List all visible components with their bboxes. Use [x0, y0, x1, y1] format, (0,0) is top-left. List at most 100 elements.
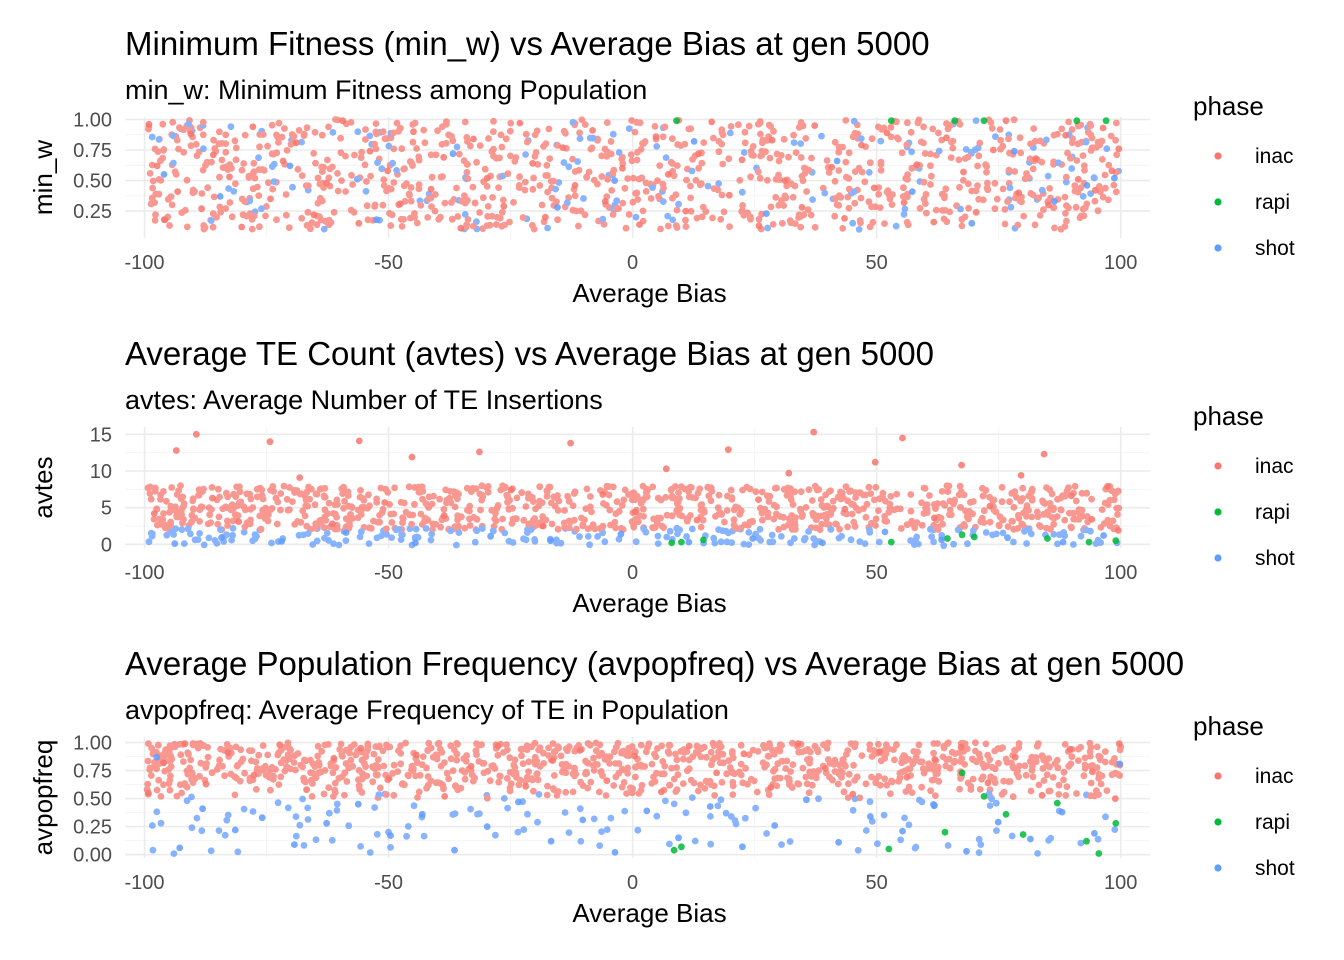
scatter-point — [1115, 145, 1123, 153]
scatter-point-bg — [940, 744, 948, 752]
scatter-point-bg — [349, 762, 357, 770]
scatter-point-bg — [609, 211, 617, 218]
scatter-point-bg — [970, 527, 977, 534]
scatter-point-bg — [893, 490, 901, 498]
scatter-point-bg — [659, 758, 667, 765]
scatter-point-bg — [213, 765, 221, 773]
scatter-point — [408, 453, 416, 461]
scatter-point-bg — [875, 740, 882, 748]
scatter-point-bg — [680, 749, 688, 756]
scatter-point — [883, 129, 891, 137]
scatter-point-bg — [649, 483, 657, 491]
scatter-point-bg — [767, 203, 775, 211]
scatter-point-bg — [189, 741, 197, 749]
scatter-point-bg — [918, 521, 926, 529]
scatter-point-bg — [659, 133, 667, 141]
scatter-point — [1088, 516, 1096, 523]
scatter-point — [218, 534, 226, 542]
scatter-point-bg — [1090, 174, 1098, 182]
scatter-point — [678, 843, 685, 851]
y-tick-label: 1.00 — [73, 109, 112, 131]
scatter-point-bg — [1014, 525, 1022, 532]
scatter-point-bg — [1046, 500, 1054, 507]
scatter-point-bg — [770, 515, 778, 523]
scatter-point-bg — [546, 155, 554, 163]
scatter-point-bg — [375, 791, 383, 798]
scatter-point-bg — [295, 126, 303, 134]
scatter-point-bg — [347, 511, 354, 518]
x-tick-label: -100 — [125, 872, 165, 894]
scatter-point-bg — [935, 777, 943, 785]
series-inac — [150, 428, 1122, 534]
legend-key-rapi — [1214, 818, 1222, 826]
scatter-point-bg — [853, 773, 861, 781]
scatter-point-bg — [415, 181, 423, 189]
scatter-point-bg — [758, 147, 766, 155]
scatter-point-bg — [280, 756, 288, 763]
scatter-point-bg — [658, 742, 666, 750]
scatter-point-bg — [387, 844, 394, 851]
scatter-point-bg — [545, 752, 553, 759]
scatter-point — [1100, 532, 1107, 539]
scatter-point-bg — [1096, 756, 1104, 763]
chart-subtitle: min_w: Minimum Fitness among Population — [125, 75, 647, 105]
scatter-point-bg — [193, 814, 201, 822]
scatter-point — [216, 193, 224, 200]
scatter-point-bg — [155, 190, 163, 198]
scatter-point-bg — [1043, 136, 1050, 144]
scatter-point-bg — [752, 488, 760, 496]
scatter-point-bg — [562, 130, 569, 137]
scatter-point — [323, 819, 330, 827]
legend-key-inac — [1214, 152, 1222, 160]
scatter-point-bg — [736, 768, 743, 776]
scatter-point-bg — [679, 755, 687, 763]
scatter-point-bg — [639, 207, 647, 215]
scatter-point-bg — [768, 531, 776, 539]
scatter-point-bg — [473, 527, 481, 535]
scatter-point — [1062, 131, 1069, 139]
scatter-point-bg — [808, 497, 816, 504]
scatter-point-bg — [358, 789, 366, 796]
scatter-point-bg — [975, 152, 983, 160]
scatter-point-bg — [970, 498, 977, 505]
scatter-point-bg — [494, 751, 502, 759]
scatter-point-bg — [218, 156, 226, 164]
scatter-point-bg — [544, 224, 551, 232]
scatter-point-bg — [565, 497, 573, 505]
scatter-point-bg — [507, 119, 515, 127]
chart-subtitle: avtes: Average Number of TE Insertions — [125, 385, 603, 415]
scatter-point-bg — [804, 756, 811, 763]
scatter-point-bg — [293, 487, 301, 494]
scatter-point-bg — [506, 784, 514, 792]
scatter-point-bg — [168, 484, 176, 491]
scatter-point-bg — [372, 120, 380, 127]
scatter-point-bg — [1022, 771, 1030, 779]
scatter-point-bg — [264, 751, 272, 759]
scatter-point-bg — [891, 756, 898, 764]
scatter-point-bg — [320, 225, 328, 233]
scatter-point-bg — [582, 505, 590, 513]
scatter-point-bg — [797, 119, 805, 126]
scatter-point-bg — [858, 752, 866, 759]
scatter-point-bg — [511, 157, 519, 165]
scatter-point-bg — [625, 125, 633, 132]
scatter-point-bg — [603, 119, 611, 126]
x-tick-label: -50 — [374, 252, 403, 274]
scatter-point — [881, 528, 889, 536]
x-tick-label: 100 — [1104, 562, 1137, 584]
scatter-point-bg — [342, 537, 350, 544]
scatter-point-bg — [565, 163, 573, 171]
scatter-point-bg — [594, 180, 601, 188]
scatter-point-bg — [221, 772, 229, 780]
scatter-point-bg — [914, 748, 921, 756]
scatter-point-bg — [584, 533, 592, 540]
scatter-point-bg — [260, 166, 268, 174]
scatter-point-bg — [1010, 538, 1017, 546]
scatter-point-bg — [432, 191, 439, 198]
scatter-point-bg — [624, 770, 631, 777]
scatter-point-bg — [196, 518, 204, 525]
scatter-point — [410, 128, 417, 136]
scatter-point-bg — [308, 793, 316, 800]
scatter-point-bg — [389, 159, 396, 167]
scatter-point-bg — [184, 525, 192, 533]
